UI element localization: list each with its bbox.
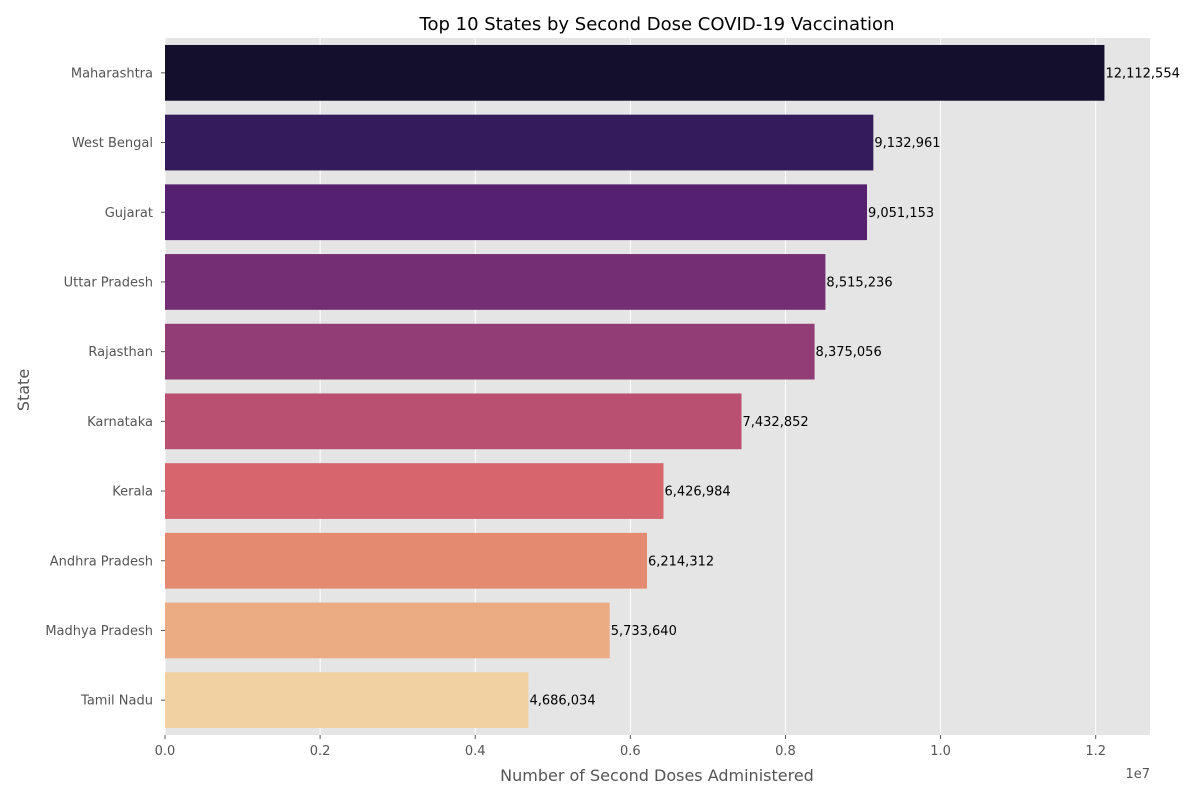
x-tick-label: 0.8: [775, 744, 796, 759]
bar: [165, 463, 664, 519]
data-label: 8,375,056: [816, 345, 882, 360]
x-tick-label: 1.0: [930, 744, 951, 759]
bar: [165, 602, 610, 659]
bar: [165, 114, 874, 171]
x-tick-label: 0.2: [310, 744, 331, 759]
bar: [165, 254, 826, 310]
bar: [165, 323, 815, 380]
y-tick-label: Uttar Pradesh: [64, 275, 153, 290]
x-tick-label: 0.6: [620, 744, 641, 759]
y-tick-label: Kerala: [112, 485, 153, 500]
y-tick-label: Madhya Pradesh: [45, 624, 153, 639]
y-tick-label: Gujarat: [105, 206, 153, 221]
data-label: 4,686,034: [529, 694, 595, 709]
data-label: 9,051,153: [868, 206, 934, 221]
y-tick-label: Andhra Pradesh: [50, 554, 153, 569]
data-label: 6,426,984: [664, 485, 730, 500]
chart-title: Top 10 States by Second Dose COVID-19 Va…: [419, 14, 895, 35]
bar: [165, 44, 1105, 101]
y-tick-label: Karnataka: [87, 415, 153, 430]
bar: [165, 393, 742, 450]
y-tick-labels: Maharashtra West Bengal Gujarat Uttar Prade…: [45, 66, 165, 709]
data-label: 7,432,852: [742, 415, 808, 430]
data-label: 6,214,312: [648, 554, 714, 569]
x-axis-offset-label: 1e7: [1125, 767, 1150, 782]
data-label: 5,733,640: [611, 624, 677, 639]
x-tick-label: 1.2: [1085, 744, 1106, 759]
y-tick-label: West Bengal: [72, 136, 153, 151]
x-tick-labels: 0.0 0.2 0.4 0.6 0.8 1.0 1.2: [155, 735, 1106, 759]
y-tick-label: Maharashtra: [71, 66, 153, 81]
data-label: 9,132,961: [874, 136, 940, 151]
data-label: 12,112,554: [1105, 66, 1179, 81]
bar: [165, 672, 529, 729]
y-tick-label: Rajasthan: [88, 345, 153, 360]
bars: [165, 44, 1105, 729]
y-tick-label: Tamil Nadu: [80, 694, 153, 709]
bar: [165, 184, 867, 241]
x-axis-label: Number of Second Doses Administered: [500, 766, 814, 785]
y-axis-label: State: [14, 369, 33, 411]
data-labels: 12,112,554 9,132,961 9,051,153 8,515,236 8,3…: [529, 66, 1179, 708]
x-tick-label: 0.4: [465, 744, 486, 759]
x-tick-label: 0.0: [155, 744, 176, 759]
bar: [165, 532, 647, 589]
data-label: 8,515,236: [826, 275, 892, 290]
